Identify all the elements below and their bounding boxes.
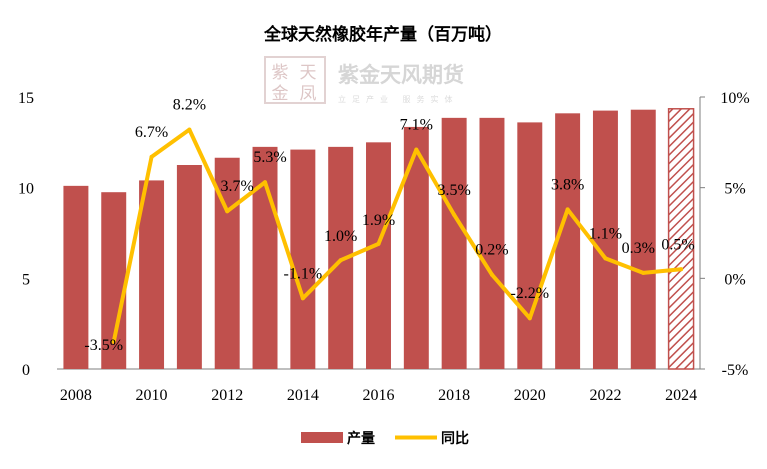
data-label-2019: 0.2% bbox=[475, 242, 508, 259]
legend-label-line: 同比 bbox=[441, 430, 469, 447]
bar-2019 bbox=[479, 117, 505, 369]
y-left-tick-label: 0 bbox=[22, 362, 30, 379]
growth-point-2010 bbox=[149, 154, 154, 159]
legend: 产量 同比 bbox=[301, 430, 469, 447]
watermark-logo-seal bbox=[264, 56, 326, 104]
growth-point-2016 bbox=[376, 241, 381, 246]
growth-point-2014 bbox=[300, 296, 305, 301]
data-label-2020: -2.2% bbox=[510, 285, 549, 302]
data-label-2017: 7.1% bbox=[400, 117, 433, 134]
bar-2010 bbox=[139, 180, 165, 369]
data-label-2015: 1.0% bbox=[324, 228, 357, 245]
x-tick-label: 2012 bbox=[211, 387, 243, 404]
y-right-tick-label: -5% bbox=[722, 362, 749, 379]
growth-point-2019 bbox=[489, 272, 494, 277]
x-tick-label: 2020 bbox=[514, 387, 546, 404]
y-right-tick-label: 10% bbox=[720, 90, 749, 107]
x-tick-label: 2018 bbox=[438, 387, 470, 404]
line-series bbox=[111, 127, 684, 344]
x-tick-label: 2024 bbox=[665, 387, 697, 404]
bar-2014 bbox=[290, 149, 316, 369]
watermark-company-name: 紫金天风期货 bbox=[338, 63, 464, 87]
growth-point-2023 bbox=[641, 270, 646, 275]
data-label-2014: -1.1% bbox=[284, 265, 323, 282]
data-label-2010: 6.7% bbox=[135, 124, 168, 141]
growth-point-2022 bbox=[603, 256, 608, 261]
bar-2016 bbox=[366, 142, 391, 369]
bar-2022 bbox=[592, 110, 618, 369]
legend-label-bar: 产量 bbox=[347, 430, 375, 447]
y-left-tick-label: 5 bbox=[22, 271, 30, 288]
growth-point-2018 bbox=[452, 212, 457, 217]
x-tick-label: 2008 bbox=[60, 387, 92, 404]
growth-point-2013 bbox=[263, 180, 268, 185]
bar-2013 bbox=[252, 146, 278, 369]
data-label-2012: 3.7% bbox=[221, 178, 254, 195]
chart-title: 全球天然橡胶年产量（百万吨） bbox=[263, 24, 502, 45]
data-label-2011: 8.2% bbox=[173, 97, 206, 114]
watermark-slogan: 立足产业 服务实体 bbox=[338, 94, 459, 104]
bar-2023 bbox=[630, 109, 656, 370]
bar-2011 bbox=[176, 165, 202, 369]
data-label-2022: 1.1% bbox=[589, 225, 622, 242]
bar-2024-forecast bbox=[667, 108, 695, 370]
growth-point-2015 bbox=[338, 258, 343, 263]
x-tick-label: 2022 bbox=[589, 387, 621, 404]
data-label-2021: 3.8% bbox=[551, 176, 584, 193]
x-tick-label: 2010 bbox=[136, 387, 168, 404]
watermark-logo-char-1: 紫 bbox=[272, 63, 289, 83]
growth-point-2012 bbox=[225, 209, 230, 214]
data-labels: -3.5% 6.7% 8.2% 3.7% 5.3% -1.1% 1.0% 1.9% 7.1% 3.… bbox=[84, 97, 694, 354]
bar-2021 bbox=[555, 113, 581, 369]
watermark-logo-char-2: 天 bbox=[300, 63, 317, 83]
data-label-2023: 0.3% bbox=[622, 240, 655, 257]
axes: 0 5 10 15 -5% 0% 5% 10% 2008 2010 2012 2014 2016 2018… bbox=[18, 90, 750, 404]
growth-point-2017 bbox=[414, 147, 419, 152]
growth-point-2024 bbox=[679, 267, 684, 272]
bar-2020 bbox=[517, 122, 543, 370]
x-tick-label: 2014 bbox=[287, 387, 319, 404]
watermark: 紫 天 金 凤 紫金天风期货 立足产业 服务实体 bbox=[264, 56, 464, 104]
growth-point-2009 bbox=[111, 339, 116, 344]
growth-point-2011 bbox=[187, 127, 192, 132]
bar-2018 bbox=[441, 117, 467, 369]
legend-swatch-bar bbox=[301, 432, 343, 443]
data-label-2018: 3.5% bbox=[437, 182, 470, 199]
y-right-tick-label: 0% bbox=[724, 271, 745, 288]
growth-line bbox=[111, 127, 684, 344]
growth-point-2020 bbox=[527, 316, 532, 321]
data-label-2016: 1.9% bbox=[362, 212, 395, 229]
data-label-2009: -3.5% bbox=[84, 337, 123, 354]
data-label-2024: 0.5% bbox=[661, 236, 694, 253]
watermark-logo-char-4: 凤 bbox=[300, 84, 317, 104]
y-right-tick-label: 5% bbox=[724, 181, 745, 198]
data-label-2013: 5.3% bbox=[253, 149, 286, 166]
watermark-logo-char-3: 金 bbox=[272, 84, 289, 104]
y-left-tick-label: 15 bbox=[18, 90, 34, 107]
bar-2008 bbox=[63, 185, 89, 369]
growth-point-2021 bbox=[565, 207, 570, 212]
x-tick-label: 2016 bbox=[363, 387, 395, 404]
y-left-tick-label: 10 bbox=[18, 181, 34, 198]
